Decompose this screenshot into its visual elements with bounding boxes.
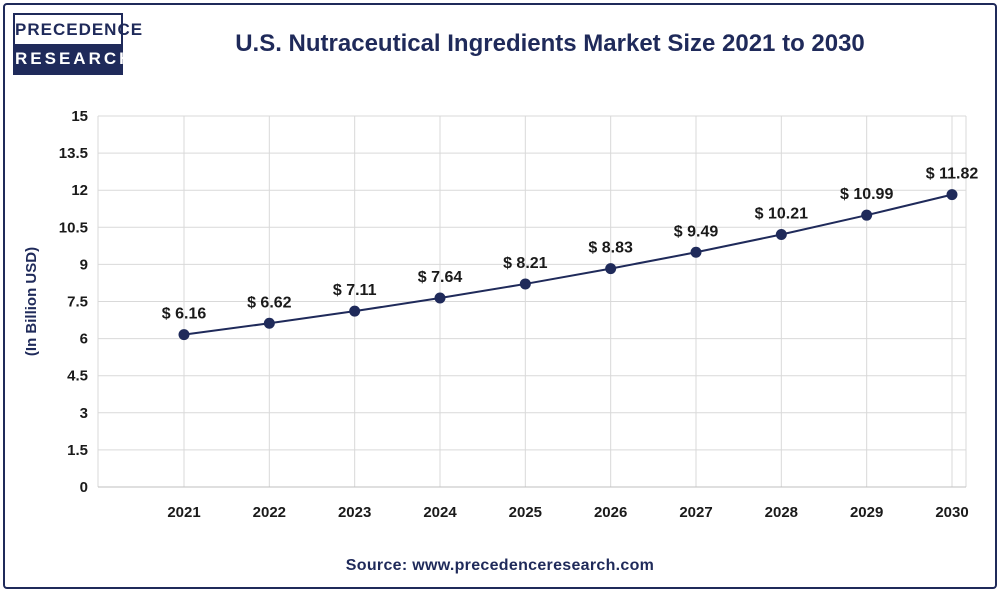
data-point <box>519 278 531 290</box>
x-tick-label: 2022 <box>253 504 286 521</box>
y-axis-label: (In Billion USD) <box>23 247 40 356</box>
data-label: $ 10.21 <box>755 205 808 222</box>
data-label: $ 7.64 <box>418 269 463 286</box>
data-point <box>605 263 617 275</box>
data-label: $ 6.62 <box>247 294 292 311</box>
x-tick-label: 2024 <box>423 504 457 521</box>
y-tick-label: 7.5 <box>67 294 88 311</box>
x-tick-label: 2030 <box>935 504 968 521</box>
x-tick-label: 2027 <box>679 504 712 521</box>
data-point <box>178 329 190 341</box>
series-line <box>183 193 953 336</box>
logo-line-1: PRECEDENCE <box>15 15 142 44</box>
data-label: $ 7.11 <box>333 282 377 299</box>
data-point <box>946 189 958 201</box>
logo-line-2: RESEARCH <box>15 44 131 73</box>
data-label: $ 10.99 <box>840 186 893 203</box>
y-tick-label: 6 <box>80 331 88 348</box>
brand-logo: PRECEDENCE RESEARCH <box>13 13 142 75</box>
x-tick-label: 2029 <box>850 504 883 521</box>
data-label: $ 9.49 <box>674 223 719 240</box>
x-tick-label: 2025 <box>509 504 542 521</box>
x-tick-label: 2023 <box>338 504 371 521</box>
data-point <box>861 209 873 221</box>
y-tick-label: 10.5 <box>59 219 88 236</box>
data-point <box>263 317 275 329</box>
source-note: Source: www.precedenceresearch.com <box>345 557 655 574</box>
data-label: $ 6.16 <box>162 306 207 323</box>
y-tick-label: 12 <box>71 182 88 199</box>
y-tick-label: 1.5 <box>67 442 88 459</box>
data-label: $ 8.21 <box>503 255 548 272</box>
data-point <box>775 228 787 240</box>
y-tick-label: 9 <box>80 256 88 273</box>
data-label: $ 8.83 <box>588 240 633 257</box>
chart-title: U.S. Nutraceutical Ingredients Market Si… <box>235 30 865 57</box>
x-tick-label: 2026 <box>594 504 627 521</box>
y-tick-label: 0 <box>80 479 88 496</box>
data-label: $ 11.82 <box>926 166 979 183</box>
y-tick-label: 4.5 <box>67 368 88 385</box>
x-tick-label: 2028 <box>765 504 798 521</box>
x-tick-label: 2021 <box>167 504 200 521</box>
y-tick-label: 15 <box>71 108 88 125</box>
chart-frame <box>3 3 997 589</box>
y-tick-label: 13.5 <box>59 145 88 162</box>
data-point <box>434 292 446 304</box>
y-tick-label: 3 <box>80 405 88 422</box>
data-point <box>690 246 702 258</box>
data-point <box>349 305 361 317</box>
